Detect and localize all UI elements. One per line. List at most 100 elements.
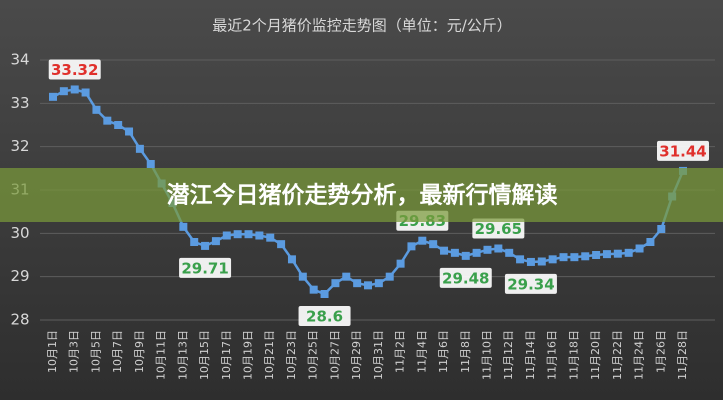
x-tick-label: 10月15日 (198, 330, 211, 380)
label-box (179, 257, 232, 278)
point (461, 251, 470, 260)
chart-title: 最近2个月猪价监控走势图（单位：元/公斤） (212, 17, 512, 35)
x-tick-label: 10月29日 (350, 330, 363, 380)
point (613, 249, 622, 258)
point (125, 127, 134, 136)
point (342, 272, 351, 281)
x-tick-label: 11月22日 (611, 330, 624, 380)
x-tick-label: 11月12日 (502, 330, 515, 380)
point (211, 237, 220, 246)
x-tick-label: 10月3日 (68, 330, 81, 373)
point (103, 116, 112, 125)
point (201, 241, 210, 250)
point (331, 279, 340, 288)
point (592, 251, 601, 259)
point (287, 255, 296, 264)
point (472, 248, 481, 257)
point (505, 248, 514, 257)
value-label: 29.71 (181, 259, 228, 277)
point (146, 160, 155, 168)
x-tick-label: 11月10日 (480, 330, 493, 380)
point (70, 85, 79, 94)
x-tick-label: 11月6日 (437, 330, 450, 373)
x-tick-label: 10月7日 (111, 330, 124, 373)
point (114, 121, 123, 129)
point (49, 92, 57, 101)
label-box (504, 273, 557, 294)
point (92, 105, 101, 114)
point (635, 244, 644, 253)
point (581, 252, 590, 261)
point (602, 250, 611, 259)
point (407, 242, 416, 251)
point (429, 240, 438, 249)
point (537, 257, 546, 266)
point (233, 230, 242, 239)
point (385, 272, 394, 281)
point (494, 244, 503, 253)
point (353, 279, 362, 288)
x-tick-label: 10月9日 (133, 330, 146, 373)
x-tick-label: 11月16日 (546, 330, 559, 380)
y-tick-label: 30 (10, 224, 29, 242)
point (396, 259, 405, 268)
point (255, 231, 264, 240)
point (570, 253, 579, 262)
point (657, 225, 666, 233)
x-tick-label: 10月25日 (307, 330, 320, 380)
point (374, 279, 383, 288)
point (244, 230, 253, 239)
point (646, 238, 655, 246)
point (440, 246, 449, 255)
label-box (657, 140, 709, 161)
x-tick-label: 11月28日 (676, 330, 689, 380)
point (516, 255, 525, 264)
x-tick-label: 11月24日 (633, 330, 646, 380)
y-tick-label: 33 (10, 94, 29, 112)
point (179, 222, 188, 231)
point (320, 290, 329, 298)
point (277, 240, 286, 249)
label-box (439, 267, 492, 288)
x-tick-label: 11月14日 (524, 330, 537, 380)
point (526, 257, 535, 266)
x-tick-label: 10月11日 (155, 330, 168, 380)
y-tick-label: 32 (10, 137, 29, 155)
banner-title: 潜江今日猪价走势分析，最新行情解读 (167, 182, 558, 209)
x-tick-label: 10月19日 (242, 330, 255, 380)
x-tick-label: 11月18日 (567, 330, 580, 380)
value-label: 28.6 (306, 308, 343, 326)
x-tick-label: 10月21日 (263, 330, 276, 380)
point (190, 238, 199, 246)
point (483, 245, 492, 254)
point (298, 272, 307, 281)
y-tick-label: 34 (10, 51, 29, 69)
point (135, 144, 144, 153)
value-label: 29.34 (507, 275, 554, 293)
x-tick-label: 10月27日 (328, 330, 341, 380)
x-tick-label: 10月5日 (89, 330, 102, 373)
label-box (472, 218, 525, 239)
point (364, 281, 372, 290)
point (81, 88, 90, 97)
point (418, 236, 427, 245)
value-label: 29.65 (475, 220, 522, 238)
x-tick-label: 11月4日 (415, 330, 428, 373)
x-tick-label: 11月20日 (589, 330, 602, 380)
x-tick-label: 1月26日 (654, 330, 667, 373)
x-tick-label: 10月23日 (285, 330, 298, 380)
x-tick-label: 10月13日 (176, 330, 189, 380)
x-tick-label: 10月31日 (372, 330, 385, 380)
y-tick-label: 29 (10, 267, 29, 285)
banner-strip (0, 168, 723, 222)
y-tick-label: 28 (10, 311, 29, 329)
point (309, 285, 318, 294)
label-box (48, 59, 101, 80)
x-tick-label: 11月2日 (394, 330, 407, 373)
value-label: 33.32 (51, 61, 98, 79)
label-box (298, 306, 351, 326)
point (624, 248, 633, 257)
x-tick-label: 10月1日 (46, 330, 59, 373)
point (450, 248, 459, 257)
